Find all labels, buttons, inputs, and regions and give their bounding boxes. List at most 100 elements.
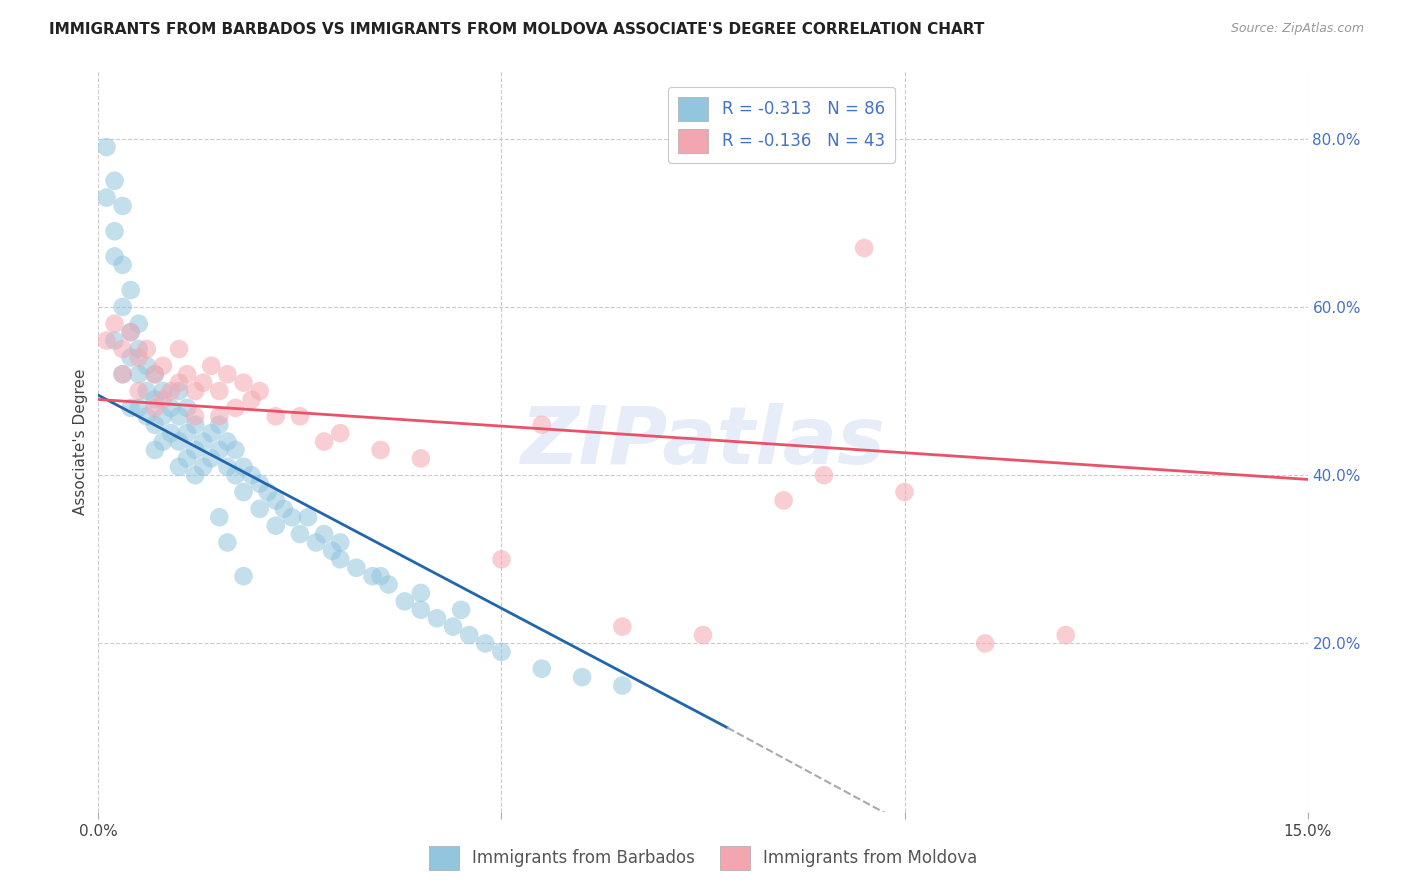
Legend: Immigrants from Barbados, Immigrants from Moldova: Immigrants from Barbados, Immigrants fro… xyxy=(422,839,984,877)
Point xyxy=(297,510,319,524)
Point xyxy=(103,334,125,348)
Point xyxy=(224,401,246,415)
Point xyxy=(1054,628,1077,642)
Point xyxy=(120,401,142,415)
Point xyxy=(176,426,198,441)
Point xyxy=(256,485,278,500)
Point xyxy=(176,401,198,415)
Point xyxy=(135,359,157,373)
Point xyxy=(176,451,198,466)
Point xyxy=(111,300,134,314)
Point xyxy=(394,594,416,608)
Point xyxy=(426,611,449,625)
Point xyxy=(264,409,287,424)
Point xyxy=(128,317,150,331)
Point xyxy=(370,442,392,457)
Point xyxy=(193,459,215,474)
Point xyxy=(224,442,246,457)
Point xyxy=(853,241,876,255)
Point xyxy=(128,384,150,398)
Point xyxy=(96,334,118,348)
Point xyxy=(120,283,142,297)
Point xyxy=(111,258,134,272)
Text: IMMIGRANTS FROM BARBADOS VS IMMIGRANTS FROM MOLDOVA ASSOCIATE'S DEGREE CORRELATI: IMMIGRANTS FROM BARBADOS VS IMMIGRANTS F… xyxy=(49,22,984,37)
Point xyxy=(167,459,190,474)
Point xyxy=(409,451,432,466)
Point xyxy=(111,368,134,382)
Point xyxy=(208,417,231,432)
Point xyxy=(474,636,496,650)
Point xyxy=(167,384,190,398)
Point xyxy=(152,392,174,407)
Point xyxy=(208,409,231,424)
Point xyxy=(217,459,239,474)
Point xyxy=(200,451,222,466)
Point xyxy=(160,426,183,441)
Point xyxy=(264,518,287,533)
Point xyxy=(217,535,239,549)
Point xyxy=(193,376,215,390)
Point xyxy=(612,619,634,633)
Point xyxy=(772,493,794,508)
Point xyxy=(571,670,593,684)
Point xyxy=(361,569,384,583)
Point xyxy=(249,501,271,516)
Point xyxy=(329,426,352,441)
Point xyxy=(217,368,239,382)
Point xyxy=(135,342,157,356)
Point xyxy=(305,535,328,549)
Point xyxy=(167,376,190,390)
Point xyxy=(128,368,150,382)
Point xyxy=(612,679,634,693)
Point xyxy=(441,619,464,633)
Point xyxy=(184,409,207,424)
Point xyxy=(167,434,190,449)
Point xyxy=(103,224,125,238)
Point xyxy=(152,359,174,373)
Point xyxy=(273,501,295,516)
Point xyxy=(160,384,183,398)
Point xyxy=(208,384,231,398)
Point xyxy=(314,527,336,541)
Point xyxy=(120,351,142,365)
Point xyxy=(370,569,392,583)
Point xyxy=(103,249,125,264)
Point xyxy=(143,417,166,432)
Text: Source: ZipAtlas.com: Source: ZipAtlas.com xyxy=(1230,22,1364,36)
Point xyxy=(232,485,254,500)
Point xyxy=(232,459,254,474)
Point xyxy=(240,468,263,483)
Point xyxy=(813,468,835,483)
Point xyxy=(103,317,125,331)
Point xyxy=(281,510,304,524)
Point xyxy=(240,392,263,407)
Point xyxy=(184,468,207,483)
Point xyxy=(120,325,142,339)
Point xyxy=(491,645,513,659)
Point xyxy=(288,527,311,541)
Point xyxy=(152,409,174,424)
Point xyxy=(329,552,352,566)
Point xyxy=(167,409,190,424)
Point xyxy=(111,342,134,356)
Point xyxy=(120,325,142,339)
Point xyxy=(135,409,157,424)
Point xyxy=(103,174,125,188)
Point xyxy=(143,368,166,382)
Point xyxy=(143,392,166,407)
Point xyxy=(184,384,207,398)
Point xyxy=(128,401,150,415)
Point xyxy=(249,384,271,398)
Point xyxy=(450,603,472,617)
Point xyxy=(458,628,481,642)
Point xyxy=(184,417,207,432)
Point xyxy=(288,409,311,424)
Point xyxy=(143,401,166,415)
Point xyxy=(111,368,134,382)
Point xyxy=(128,342,150,356)
Point xyxy=(96,140,118,154)
Point xyxy=(184,442,207,457)
Point xyxy=(249,476,271,491)
Point xyxy=(160,401,183,415)
Point xyxy=(314,434,336,449)
